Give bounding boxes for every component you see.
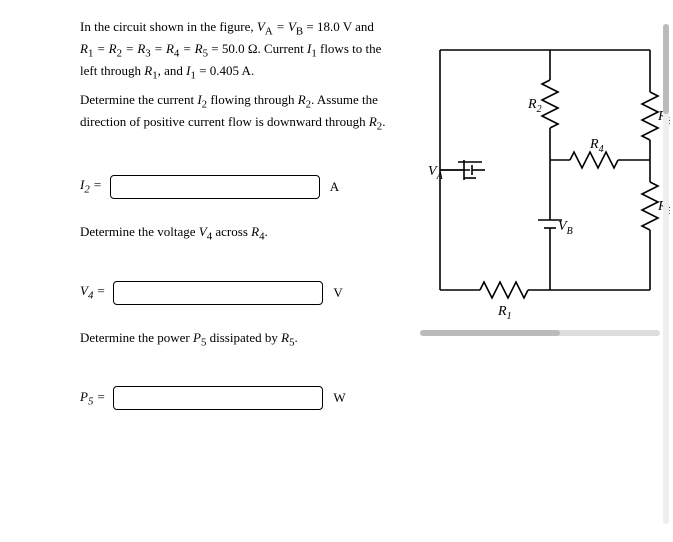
eq: = bbox=[93, 41, 108, 56]
problem-text: In the circuit shown in the figure, VA =… bbox=[80, 18, 390, 410]
t: = 18.0 V and bbox=[303, 19, 374, 34]
sym-r2c: R bbox=[369, 114, 377, 129]
e: = bbox=[93, 283, 105, 298]
t: . bbox=[294, 330, 297, 345]
sym-v4: V bbox=[199, 224, 207, 239]
sym-vb: V bbox=[288, 19, 296, 34]
q1-unit: A bbox=[330, 179, 339, 195]
eq: = bbox=[179, 41, 194, 56]
t: Determine the current bbox=[80, 92, 197, 107]
sym-r4: R bbox=[166, 41, 174, 56]
sym-r1: R bbox=[80, 41, 88, 56]
label-va: VA bbox=[428, 164, 444, 182]
q2-unit: V bbox=[333, 285, 342, 301]
q2-label: V4 = bbox=[80, 283, 105, 302]
l: V bbox=[80, 283, 88, 298]
e: = bbox=[90, 177, 102, 192]
i2-input[interactable] bbox=[110, 175, 320, 199]
circuit-svg: VA VB R1 R2 R3 R4 R5 bbox=[420, 40, 670, 330]
eq: = bbox=[151, 41, 166, 56]
label-r1: R1 bbox=[497, 304, 512, 322]
hscroll-track bbox=[420, 330, 660, 336]
t: In the circuit shown in the figure, bbox=[80, 19, 257, 34]
q3-prompt: Determine the power P5 dissipated by R5. bbox=[80, 329, 390, 351]
label-vb: VB bbox=[558, 219, 573, 237]
q2-prompt: Determine the voltage V4 across R4. bbox=[80, 223, 390, 245]
t: left through bbox=[80, 63, 144, 78]
p5-input[interactable] bbox=[113, 386, 323, 410]
t: . Assume the bbox=[311, 92, 378, 107]
sym-va-sub: A bbox=[265, 26, 273, 38]
sym-r4b: R bbox=[251, 224, 259, 239]
eq: = bbox=[273, 19, 288, 34]
sym-r2: R bbox=[109, 41, 117, 56]
t: Determine the voltage bbox=[80, 224, 199, 239]
t: = 0.405 A. bbox=[196, 63, 254, 78]
t: dissipated by bbox=[206, 330, 281, 345]
hscroll-thumb[interactable] bbox=[420, 330, 560, 336]
sym-r5: R bbox=[195, 41, 203, 56]
e: = bbox=[93, 389, 105, 404]
circuit-figure: VA VB R1 R2 R3 R4 R5 bbox=[420, 40, 670, 334]
t: = 50.0 Ω. Current bbox=[208, 41, 307, 56]
t: . bbox=[265, 224, 268, 239]
t: across bbox=[212, 224, 251, 239]
t: flowing through bbox=[207, 92, 298, 107]
q1-row: I2 = A bbox=[80, 175, 390, 199]
v4-input[interactable] bbox=[113, 281, 323, 305]
q1-label: I2 = bbox=[80, 177, 102, 196]
t: direction of positive current flow is do… bbox=[80, 114, 369, 129]
t: Determine the power bbox=[80, 330, 193, 345]
vscroll-thumb[interactable] bbox=[663, 24, 669, 114]
paragraph-2: Determine the current I2 flowing through… bbox=[80, 91, 390, 135]
sym-r5b: R bbox=[281, 330, 289, 345]
q3-row: P5 = W bbox=[80, 386, 390, 410]
paragraph-1: In the circuit shown in the figure, VA =… bbox=[80, 18, 390, 83]
vertical-scrollbar[interactable] bbox=[663, 24, 671, 524]
q3-label: P5 = bbox=[80, 389, 105, 408]
t: . bbox=[382, 114, 385, 129]
q2-row: V4 = V bbox=[80, 281, 390, 305]
label-r2: R2 bbox=[527, 97, 542, 115]
sym-r2b: R bbox=[298, 92, 306, 107]
t: flows to the bbox=[317, 41, 382, 56]
horizontal-scrollbar[interactable] bbox=[420, 330, 660, 340]
sym-va: V bbox=[257, 19, 265, 34]
sym-p5: P bbox=[193, 330, 201, 345]
q3-unit: W bbox=[333, 390, 345, 406]
label-r4: R4 bbox=[589, 137, 604, 155]
l: P bbox=[80, 389, 88, 404]
t: , and bbox=[158, 63, 187, 78]
eq: = bbox=[122, 41, 137, 56]
